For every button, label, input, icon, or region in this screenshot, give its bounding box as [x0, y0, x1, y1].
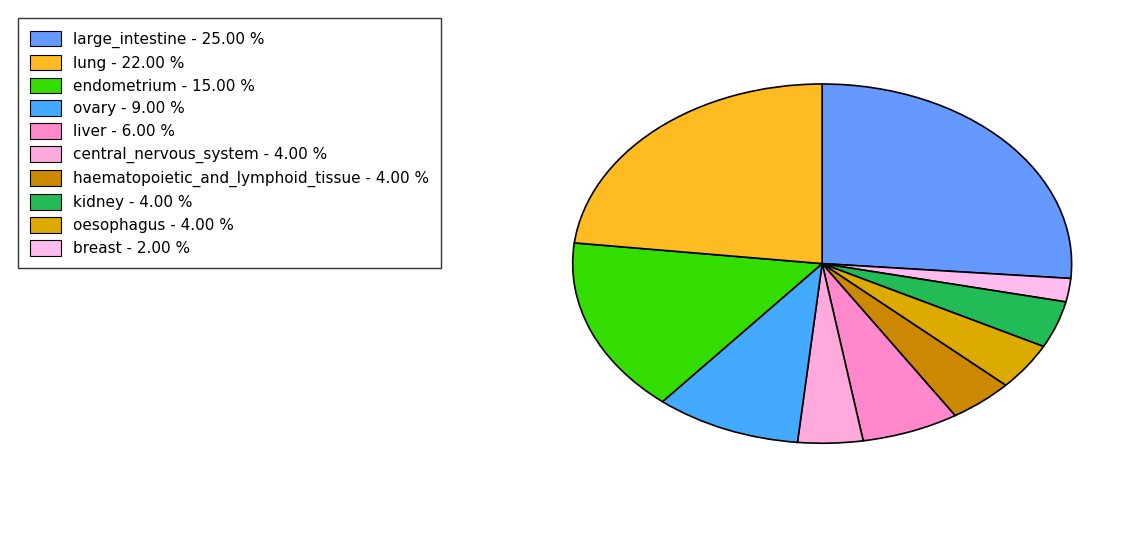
Wedge shape — [574, 84, 822, 264]
Wedge shape — [662, 264, 822, 442]
Wedge shape — [797, 264, 863, 443]
Legend: large_intestine - 25.00 %, lung - 22.00 %, endometrium - 15.00 %, ovary - 9.00 %: large_intestine - 25.00 %, lung - 22.00 … — [18, 18, 441, 268]
Wedge shape — [822, 264, 1043, 385]
Wedge shape — [822, 264, 955, 441]
Wedge shape — [822, 264, 1070, 302]
Wedge shape — [573, 243, 822, 402]
Wedge shape — [822, 264, 1066, 346]
Wedge shape — [822, 264, 1006, 415]
Wedge shape — [822, 84, 1072, 279]
